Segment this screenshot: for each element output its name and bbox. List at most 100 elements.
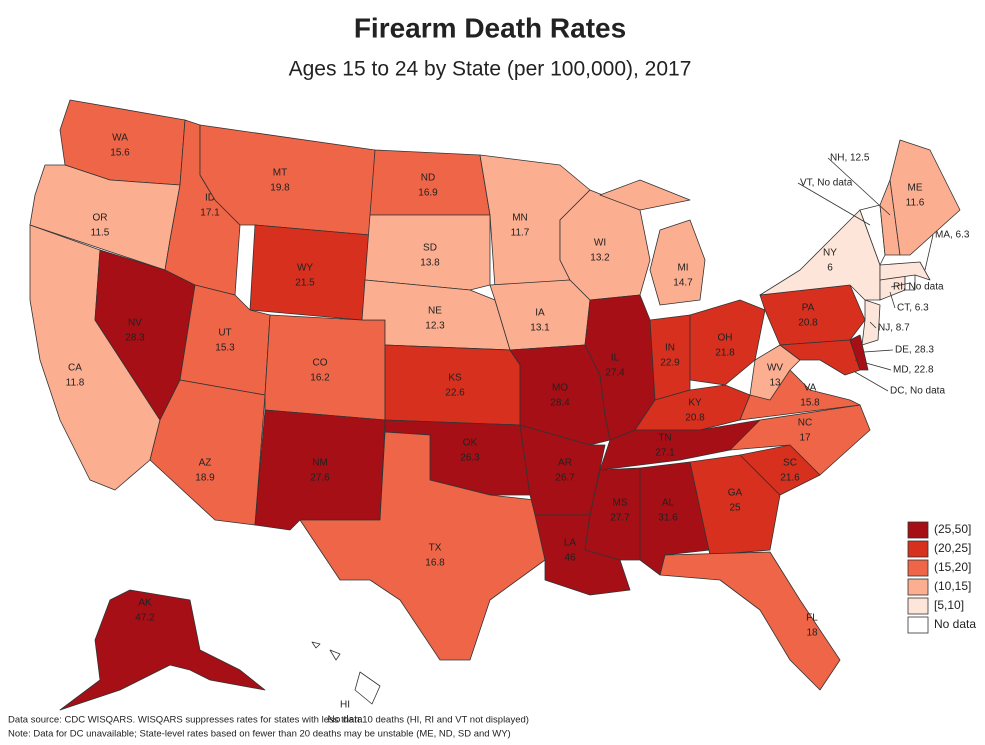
map: Firearm Death Rates Ages 15 to 24 by Sta… [0,0,985,745]
note: Note: Data for DC unavailable; State-lev… [8,729,511,740]
legend-swatch [908,541,928,557]
state-shape [255,410,385,530]
state-value: 11.7 [511,228,530,239]
state-value: 13.2 [590,253,610,264]
legend-label: (15,20] [934,560,971,574]
state-value: 21.5 [295,278,315,289]
state-abbr: AZ [199,458,212,469]
state-value: 21.8 [715,348,735,359]
state-value: 47.2 [135,613,155,624]
state-abbr: FL [806,613,818,624]
state-value: 18.9 [195,473,215,484]
state-abbr: NE [428,306,442,317]
state-value: 22.6 [445,388,465,399]
legend-label: (20,25] [934,541,971,555]
legend-swatch [908,617,928,633]
state-value: 27.4 [605,368,625,379]
state-value: 22.9 [660,358,680,369]
state-value: No data [327,715,362,726]
state-abbr: NV [128,318,142,329]
state-value: 46 [564,553,576,564]
legend-label: (25,50] [934,522,971,536]
map-subtitle: Ages 15 to 24 by State (per 100,000), 20… [289,58,692,81]
state-value: 11.8 [66,378,85,389]
state-label: DC, No data [890,386,945,397]
state-value: 28.4 [550,398,570,409]
state-value: 17.1 [200,208,220,219]
state-abbr: OK [463,438,478,449]
leader-line [855,372,888,391]
state-abbr: TN [658,433,671,444]
state-abbr: WY [297,263,313,274]
state-abbr: UT [218,328,231,339]
state-shape [760,285,865,345]
legend-swatch [908,598,928,614]
state-abbr: KS [448,373,462,384]
state-value: 28.3 [125,333,145,344]
state-value: 16.9 [418,188,438,199]
state-abbr: SD [423,243,437,254]
legend-label: No data [934,617,976,631]
legend-label: (10,15] [934,579,971,593]
state-value: 19.8 [270,183,290,194]
state-value: 18 [806,628,818,639]
state-label: DE, 28.3 [895,345,934,356]
state-abbr: IA [535,308,545,319]
state-label: CT, 6.3 [897,303,929,314]
state-value: 27.6 [310,473,330,484]
state-abbr: MT [273,168,287,179]
state-value: 13.8 [420,258,440,269]
state-abbr: CO [313,358,328,369]
state-abbr: AK [138,598,152,609]
state-shape [760,210,880,300]
state-value: 20.8 [685,413,705,424]
state-abbr: MN [512,213,528,224]
state-value: 17 [799,433,811,444]
state-value: 15.3 [215,343,235,354]
state-abbr: TX [429,543,442,554]
state-label: VT, No data [800,178,853,189]
state-abbr: ME [908,183,923,194]
state-abbr: AL [662,498,675,509]
state-abbr: ND [421,173,435,184]
state-abbr: HI [340,700,350,711]
leader-line [864,350,893,352]
state-abbr: VA [804,383,817,394]
state-abbr: NM [312,458,328,469]
state-abbr: WA [112,133,128,144]
state-abbr: GA [728,488,743,499]
state-value: 16.2 [310,373,330,384]
legend-swatch [908,522,928,538]
state-value: 26.3 [460,453,480,464]
state-value: 31.6 [658,513,678,524]
state-abbr: KY [688,398,702,409]
legend-swatch [908,560,928,576]
state-abbr: WV [767,363,783,374]
state-value: 21.6 [780,473,800,484]
state-abbr: AR [558,458,572,469]
state-abbr: MO [552,383,568,394]
state-abbr: MS [613,498,628,509]
state-value: 20.8 [798,318,818,329]
note: Data source: CDC WISQARS. WISQARS suppre… [8,715,529,726]
state-label: MD, 22.8 [893,365,934,376]
state-shape [385,345,520,425]
state-shape [312,642,380,704]
state-label: RI, No data [893,282,944,293]
legend-label: [5,10] [934,598,964,612]
state-label: NJ, 8.7 [878,323,910,334]
state-abbr: CA [68,363,82,374]
state-abbr: IN [665,343,675,354]
state-value: 6 [827,263,833,274]
state-value: 12.3 [425,321,445,332]
state-abbr: LA [564,538,577,549]
state-abbr: SC [783,458,797,469]
state-abbr: MI [677,263,688,274]
state-value: 15.6 [110,148,130,159]
state-abbr: OH [718,333,733,344]
state-value: 11.6 [906,198,925,209]
state-value: 11.5 [91,228,110,239]
legend-swatch [908,579,928,595]
state-value: 13.1 [530,323,550,334]
state-value: 14.7 [673,278,693,289]
